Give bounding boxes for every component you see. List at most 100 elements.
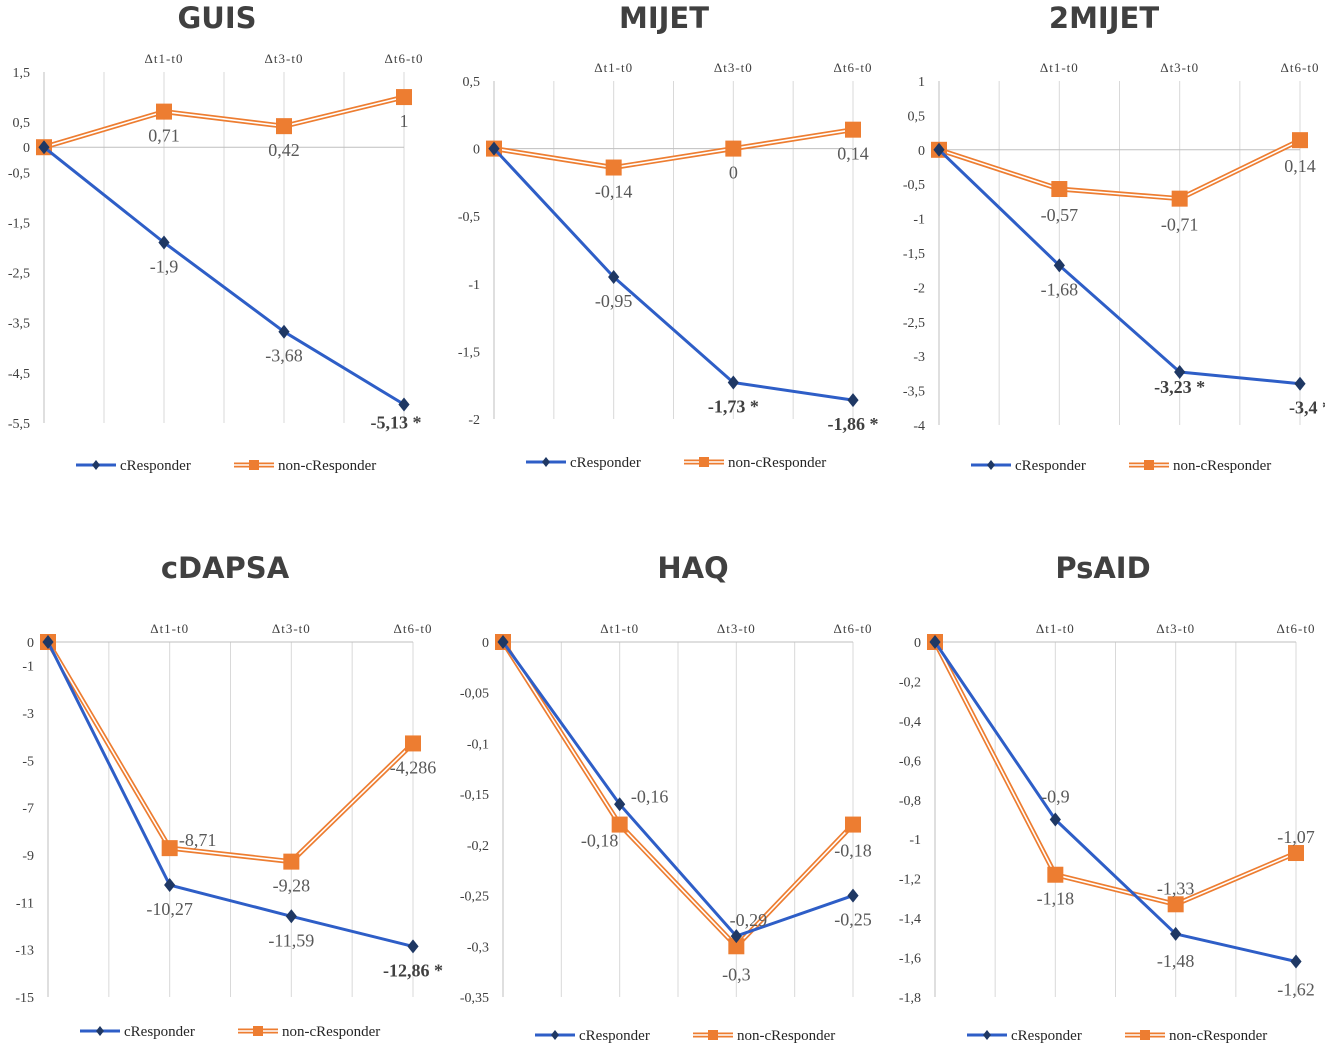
data-label: -0,95 [595,291,633,311]
category-label: Δt1-t0 [150,621,189,636]
y-tick-label: -13 [15,944,34,959]
chart-mijet: MIJET 0,5 0 -0,5 -1 -1,5 -2 Δt1-t0 Δt3-t0 Δt6-t0 -… [458,1,879,471]
chart-title: HAQ [657,551,728,585]
series-line-inner [938,139,1301,200]
data-point [730,929,742,944]
data-point [407,939,419,954]
data-label: -1,62 [1277,980,1315,1000]
y-tick-label: -7 [22,802,34,817]
data-label: -1,33 [1157,878,1195,898]
chart-cdapsa: cDAPSA 0 -1 -3 -5 -7 -9 -11 -13 -15 Δt1-t0 Δt3-t0 Δt… [15,551,443,1040]
y-tick-label: 0 [482,636,489,651]
category-label: Δt6-t0 [834,60,873,75]
data-label: -11,59 [268,930,314,950]
y-tick-label: -2 [468,413,480,428]
category-label: Δt3-t0 [272,621,311,636]
data-label: 0,14 [837,144,869,164]
series-non-cresponder: 0,71 0,42 1 [36,89,412,160]
data-label: -0,57 [1041,205,1079,225]
data-label: -12,86 * [383,960,443,980]
data-point [608,270,620,285]
data-point [933,142,945,157]
data-point [283,853,300,870]
chart-title: PsAID [1055,551,1150,585]
y-tick-label: -1 [913,213,925,228]
legend-marker-non-cresponder [1140,1030,1150,1040]
y-tick-label: -1 [468,278,480,293]
data-point [42,635,54,649]
category-label: Δt6-t0 [1277,621,1316,636]
legend-marker-cresponder [96,1026,104,1036]
legend-marker-cresponder [542,457,550,467]
legend-label-non-cresponder: non-cResponder [737,1028,835,1044]
legend-marker-non-cresponder [249,460,259,470]
series-non-cresponder: -1,18 -1,33 -1,07 [927,634,1315,913]
series-cresponder: -0,95 -1,73 * -1,86 * [488,141,879,434]
chart-psaid: PsAID 0 -0,2 -0,4 -0,6 -0,8 -1 -1,2 -1,4 -1,6 -1,8… [899,551,1316,1044]
legend-marker-non-cresponder [708,1030,718,1040]
data-point [1051,181,1068,198]
series-line-inner [493,128,854,169]
data-label: -1,18 [1037,889,1075,909]
legend: cResponder non-cResponder [80,1024,380,1040]
series-line [43,146,405,406]
data-point [158,235,170,250]
legend-label-cresponder: cResponder [1011,1028,1082,1044]
y-tick-label: -4 [913,419,925,434]
y-tick-label: 0 [23,141,30,156]
legend-marker-non-cresponder [699,457,709,467]
y-tick-label: -2,5 [8,267,30,282]
data-label: -3,4 * [1289,398,1325,418]
category-label: Δt1-t0 [1040,60,1079,75]
legend-label-non-cresponder: non-cResponder [278,458,376,474]
data-point [605,159,622,176]
legend-marker-cresponder [987,460,995,470]
series-non-cresponder: -0,18 -0,3 -0,18 [495,634,872,984]
y-tick-label: -0,6 [899,754,921,769]
legend: cResponder non-cResponder [971,458,1271,474]
y-tick-label: 0 [27,636,34,651]
series-line [46,641,414,948]
y-tick-label: -5 [22,754,34,769]
y-tick-label: 0,5 [908,109,926,124]
data-point [497,635,509,649]
data-point [929,635,941,649]
category-label: Δt6-t0 [394,621,433,636]
data-point [1290,954,1302,969]
category-label: Δt6-t0 [1281,60,1320,75]
y-tick-label: 0 [918,144,925,159]
data-label: -9,28 [273,876,311,896]
y-tick-label: -0,2 [899,675,921,690]
y-tick-label: -1,6 [899,952,921,967]
y-tick-label: -0,25 [460,890,489,905]
y-tick-label: -0,35 [460,991,489,1006]
y-tick-label: -0,5 [903,178,925,193]
y-tick-label: -2,5 [903,316,925,331]
y-tick-label: -1,5 [8,216,30,231]
legend-label-cresponder: cResponder [570,455,641,471]
chart-title: cDAPSA [161,551,290,585]
data-point [727,375,739,390]
data-label: 0 [729,163,738,183]
y-tick-label: -1 [909,833,921,848]
data-label: -0,18 [581,831,619,851]
data-point [161,840,178,857]
legend: cResponder non-cResponder [967,1028,1267,1044]
data-point [614,797,626,812]
category-label: Δt6-t0 [385,51,424,66]
y-tick-label: 0 [473,143,480,158]
data-label: 0,14 [1284,156,1316,176]
category-label: Δt1-t0 [145,51,184,66]
category-label: Δt1-t0 [594,60,633,75]
data-point [1288,845,1304,862]
y-tick-label: -1,2 [899,873,921,888]
y-tick-label: -11 [16,896,34,911]
data-label: 1 [400,111,409,131]
data-label: -1,48 [1157,951,1195,971]
legend-marker-cresponder [92,460,100,470]
data-label: -1,68 [1041,279,1079,299]
y-tick-label: -0,3 [467,940,489,955]
y-tick-label: -2 [913,281,925,296]
category-label: Δt3-t0 [714,60,753,75]
